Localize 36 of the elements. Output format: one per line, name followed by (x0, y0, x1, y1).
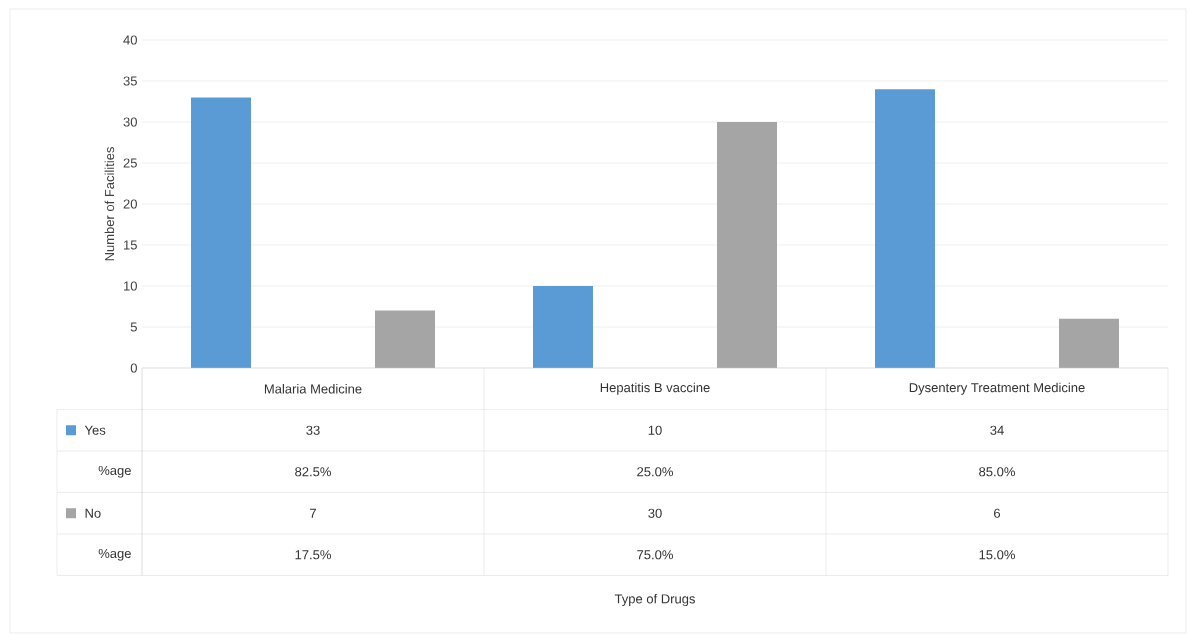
y-tick-label: 15 (124, 240, 137, 250)
data-label: 6 (994, 508, 1001, 518)
text: 15.0% (979, 550, 1015, 560)
legend-label: Yes (84, 425, 106, 435)
y-tick-label: 25 (123, 158, 137, 168)
bar (375, 310, 435, 368)
data-label: 30 (648, 508, 662, 518)
bar (717, 121, 777, 368)
y-tick-label: 30 (123, 117, 137, 127)
y-tick-label: 40 (123, 35, 137, 45)
y-tick-label: 10 (124, 281, 137, 291)
x-tick-label: Hepatitis B vaccine (600, 382, 710, 395)
text: 82.5% (295, 467, 331, 477)
text: 25.0% (637, 467, 673, 477)
bar (874, 89, 935, 368)
x-tick-label: Malaria Medicine (264, 383, 362, 394)
text: Type of Drugs (614, 593, 695, 607)
text: %age (98, 465, 131, 478)
bar (1058, 318, 1119, 368)
y-tick-label: 0 (130, 363, 137, 373)
bar (191, 97, 252, 368)
data-label: 34 (990, 425, 1004, 435)
y-axis-title: Number of Facilities (104, 147, 115, 261)
y-tick-label: 35 (123, 76, 137, 86)
legend-label: No (85, 508, 101, 518)
y-tick-label: 20 (123, 199, 137, 209)
data-label: 7 (310, 508, 316, 518)
data-label: 10 (648, 425, 662, 435)
text: 17.5% (295, 550, 331, 560)
y-tick-label: 5 (130, 322, 137, 332)
text: 85.0% (979, 467, 1015, 477)
data-label: 33 (306, 425, 320, 435)
text: 75.0% (637, 550, 673, 560)
bar (533, 285, 593, 368)
x-tick-label: Dysentery Treatment Medicine (909, 382, 1085, 395)
text: %age (98, 548, 131, 561)
